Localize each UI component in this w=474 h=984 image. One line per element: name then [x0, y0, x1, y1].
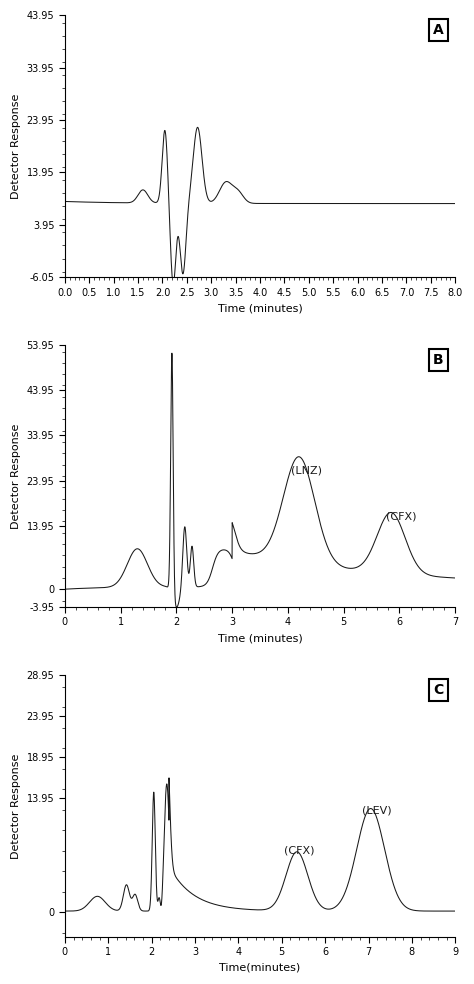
Text: (LNZ): (LNZ)	[291, 465, 322, 475]
Text: C: C	[433, 683, 444, 697]
Y-axis label: Detector Response: Detector Response	[11, 93, 21, 199]
Text: B: B	[433, 353, 444, 367]
Text: A: A	[433, 23, 444, 37]
Y-axis label: Detector Response: Detector Response	[11, 423, 21, 528]
X-axis label: Time (minutes): Time (minutes)	[218, 633, 302, 643]
Text: (CFX): (CFX)	[385, 511, 416, 521]
Text: (CFX): (CFX)	[284, 845, 314, 855]
X-axis label: Time(minutes): Time(minutes)	[219, 963, 301, 973]
Y-axis label: Detector Response: Detector Response	[11, 753, 21, 859]
X-axis label: Time (minutes): Time (minutes)	[218, 303, 302, 313]
Text: (LEV): (LEV)	[362, 806, 392, 816]
